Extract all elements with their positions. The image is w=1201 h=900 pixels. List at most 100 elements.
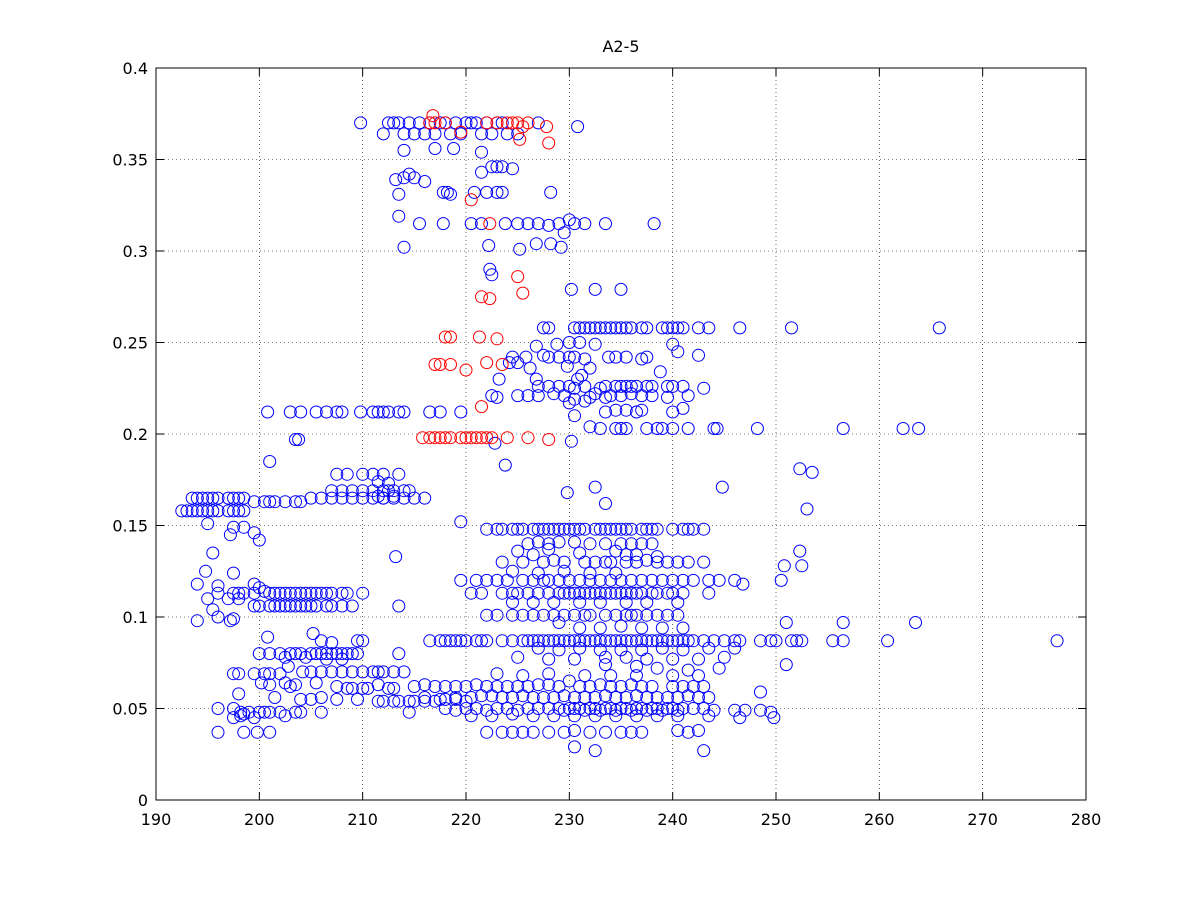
scatter-point bbox=[593, 621, 607, 635]
scatter-point bbox=[464, 709, 478, 723]
scatter-point bbox=[573, 321, 587, 335]
scatter-point bbox=[428, 127, 442, 141]
scatter-point bbox=[475, 689, 488, 703]
scatter-point bbox=[707, 634, 721, 648]
scatter-point bbox=[661, 321, 674, 335]
scatter-point bbox=[325, 599, 339, 613]
scatter-point bbox=[247, 526, 261, 540]
scatter-point bbox=[320, 586, 333, 600]
scatter-point bbox=[495, 691, 509, 704]
scatter-point bbox=[578, 394, 592, 408]
scatter-point bbox=[516, 669, 530, 683]
scatter-point bbox=[681, 663, 695, 677]
scatter-point bbox=[294, 405, 308, 419]
scatter-point bbox=[211, 610, 225, 624]
scatter-point bbox=[485, 389, 499, 403]
scatter-point bbox=[490, 390, 504, 404]
scatter-point bbox=[263, 667, 277, 681]
scatter-point bbox=[602, 350, 616, 364]
y-tick-label: 0.3 bbox=[123, 242, 148, 261]
scatter-point bbox=[635, 573, 649, 587]
scatter-point bbox=[506, 608, 519, 622]
scatter-point bbox=[562, 674, 576, 688]
scatter-point bbox=[578, 321, 592, 335]
scatter-point bbox=[351, 647, 364, 661]
chart-title: A2-5 bbox=[602, 37, 639, 56]
scatter-point bbox=[469, 573, 483, 587]
scatter-point bbox=[227, 566, 240, 580]
scatter-point bbox=[604, 321, 618, 335]
scatter-point bbox=[223, 614, 237, 628]
scatter-point bbox=[578, 634, 592, 648]
scatter-point bbox=[715, 480, 729, 494]
scatter-point bbox=[614, 680, 628, 693]
y-tick-label: 0.35 bbox=[112, 151, 148, 170]
scatter-point bbox=[516, 634, 530, 648]
scatter-point bbox=[529, 372, 543, 386]
scatter-point bbox=[573, 634, 587, 648]
scatter-point bbox=[624, 608, 638, 622]
scatter-point bbox=[609, 703, 623, 717]
scatter-point bbox=[593, 321, 607, 335]
scatter-point bbox=[223, 528, 237, 542]
scatter-point bbox=[671, 608, 685, 622]
scatter-point bbox=[614, 282, 628, 296]
scatter-point bbox=[444, 634, 457, 648]
scatter-point bbox=[655, 641, 669, 655]
scatter-point bbox=[531, 641, 545, 655]
scatter-point bbox=[526, 709, 540, 723]
scatter-point bbox=[795, 634, 809, 648]
scatter-point bbox=[647, 217, 661, 231]
scatter-point bbox=[392, 694, 406, 708]
scatter-point bbox=[542, 652, 556, 666]
scatter-point bbox=[289, 495, 302, 509]
scatter-point bbox=[485, 268, 499, 282]
scatter-point bbox=[444, 187, 457, 201]
scatter-point bbox=[278, 650, 292, 664]
scatter-point bbox=[790, 634, 804, 648]
scatter-point bbox=[196, 504, 209, 518]
scatter-point bbox=[480, 185, 494, 199]
scatter-point bbox=[335, 665, 349, 679]
scatter-point bbox=[376, 491, 390, 505]
scatter-point bbox=[516, 608, 530, 622]
scatter-point bbox=[571, 120, 585, 134]
scatter-point bbox=[252, 599, 266, 613]
scatter-point bbox=[614, 522, 628, 536]
scatter-point bbox=[340, 681, 354, 695]
scatter-point bbox=[635, 352, 649, 366]
scatter-point bbox=[560, 486, 574, 500]
scatter-point bbox=[366, 491, 380, 505]
scatter-point bbox=[397, 240, 411, 254]
scatter-point bbox=[645, 702, 659, 715]
scatter-point bbox=[609, 321, 623, 335]
y-tick-label: 0.4 bbox=[123, 59, 148, 78]
scatter-point bbox=[506, 634, 519, 648]
scatter-point bbox=[568, 350, 581, 364]
scatter-point bbox=[201, 592, 215, 606]
scatter-point bbox=[666, 702, 680, 715]
scatter-point bbox=[247, 495, 261, 509]
scatter-point bbox=[234, 709, 248, 723]
scatter-point bbox=[697, 381, 711, 395]
scatter-point bbox=[296, 665, 310, 679]
x-tick-label: 220 bbox=[451, 810, 482, 829]
scatter-point bbox=[495, 586, 509, 600]
scatter-point bbox=[330, 680, 344, 693]
scatter-point bbox=[436, 217, 450, 231]
scatter-point bbox=[206, 491, 220, 505]
scatter-point bbox=[454, 515, 468, 529]
scatter-point bbox=[500, 573, 514, 587]
scatter-point bbox=[583, 725, 597, 739]
scatter-point bbox=[571, 372, 585, 386]
scatter-point bbox=[593, 586, 607, 600]
scatter-point bbox=[444, 330, 457, 344]
scatter-point bbox=[426, 109, 440, 123]
scatter-point bbox=[557, 703, 571, 717]
scatter-point bbox=[583, 586, 597, 600]
scatter-point bbox=[635, 634, 649, 648]
scatter-point bbox=[619, 522, 633, 536]
scatter-point bbox=[529, 339, 543, 353]
scatter-point bbox=[433, 358, 447, 371]
scatter-point bbox=[397, 491, 411, 505]
